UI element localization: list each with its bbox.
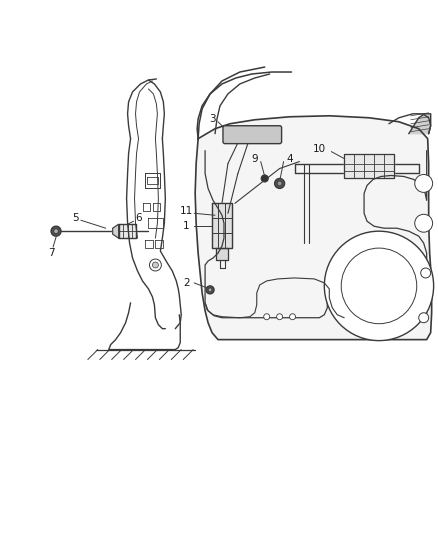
Text: 9: 9 (251, 154, 258, 164)
Circle shape (208, 288, 212, 292)
Circle shape (152, 262, 159, 268)
FancyBboxPatch shape (223, 126, 282, 144)
Text: 4: 4 (286, 154, 293, 164)
Text: 1: 1 (183, 221, 190, 231)
Circle shape (53, 229, 59, 233)
Circle shape (419, 313, 429, 322)
Text: 7: 7 (48, 248, 54, 258)
Text: 11: 11 (180, 206, 193, 216)
Circle shape (277, 314, 283, 320)
Polygon shape (216, 248, 228, 260)
Circle shape (415, 174, 433, 192)
Circle shape (261, 175, 268, 182)
Circle shape (264, 314, 270, 320)
Polygon shape (195, 116, 431, 340)
Circle shape (149, 259, 161, 271)
Circle shape (290, 314, 296, 320)
Polygon shape (212, 203, 232, 248)
Circle shape (275, 179, 285, 188)
Text: 6: 6 (135, 213, 142, 223)
Circle shape (51, 226, 61, 236)
Text: 5: 5 (73, 213, 79, 223)
Circle shape (324, 231, 434, 341)
Circle shape (206, 286, 214, 294)
Polygon shape (344, 154, 394, 179)
Polygon shape (119, 224, 135, 238)
Polygon shape (113, 224, 119, 238)
Text: 3: 3 (209, 114, 215, 124)
Circle shape (277, 181, 282, 186)
Text: 2: 2 (183, 278, 190, 288)
Circle shape (415, 214, 433, 232)
Circle shape (421, 268, 431, 278)
Polygon shape (409, 114, 431, 134)
Text: 10: 10 (313, 143, 326, 154)
